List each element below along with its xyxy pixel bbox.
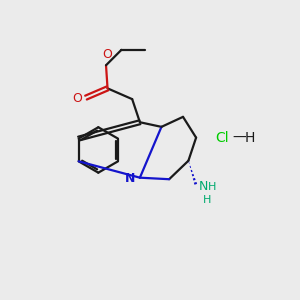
Text: O: O — [72, 92, 82, 105]
Text: N: N — [125, 172, 135, 185]
Text: H: H — [208, 182, 216, 192]
Text: H: H — [244, 130, 255, 145]
Text: O: O — [102, 48, 112, 62]
Text: Cl: Cl — [215, 130, 229, 145]
Text: N: N — [199, 180, 208, 194]
Text: H: H — [203, 195, 212, 205]
Text: —: — — [232, 130, 246, 145]
